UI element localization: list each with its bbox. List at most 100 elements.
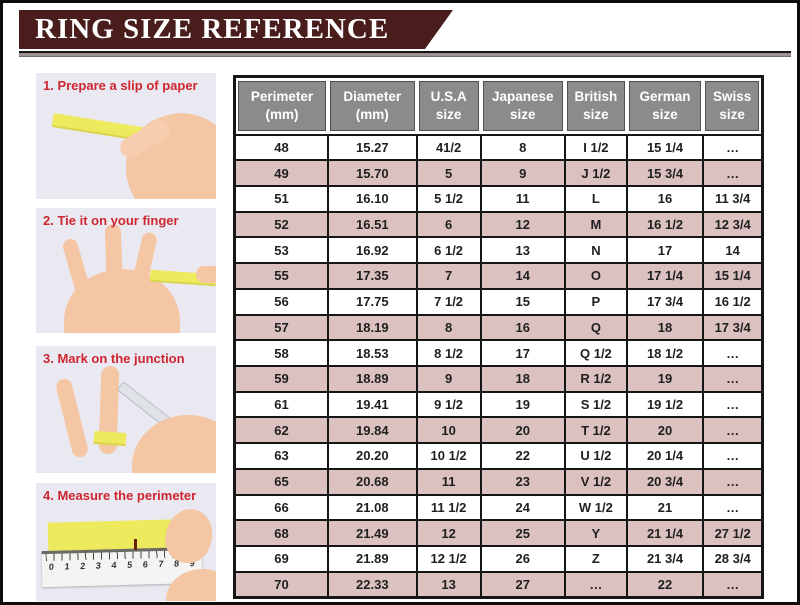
size-cell: L [564,184,628,213]
size-cell: U 1/2 [564,442,628,470]
size-cell: 14 [479,262,567,290]
table-row: 56 17.75 7 1/2 15 P 17 3/4 16 1/2 [233,287,764,316]
size-cell: 16.51 [326,210,418,239]
size-cell: 69 [233,545,329,573]
table-row: 52 16.51 6 12 M 16 1/2 12 3/4 [233,210,764,239]
size-cell: 14 [702,236,764,265]
size-cell: 15 1/4 [702,262,764,290]
size-cell: 18 1/2 [625,339,705,367]
size-cell: 5 [415,159,482,187]
size-cell: 24 [479,493,567,522]
size-cell: 19 1/2 [625,390,705,419]
size-cell: 23 [479,467,567,496]
size-cell: 15 3/4 [625,159,705,187]
table-row: 49 15.70 5 9 J 1/2 15 3/4… [233,159,764,187]
size-cell: 68 [233,519,329,547]
size-cell: V 1/2 [564,467,628,496]
size-cell: 25 [479,519,567,547]
size-cell: 53 [233,236,329,265]
step-3-photo: 3. Mark on the junction [36,346,216,473]
size-cell: N [564,236,628,265]
size-cell: 20.20 [326,442,418,470]
fingertip-icon [196,266,216,283]
size-cell: 55 [233,262,329,290]
table-row: 61 19.41 9 1/2 19 S 1/2 19 1/2… [233,390,764,419]
step-2-photo: 2. Tie it on your finger [36,208,216,333]
size-cell: 22.33 [326,570,418,599]
size-cell: 21.08 [326,493,418,522]
size-cell: 17.35 [326,262,418,290]
size-cell: 17 3/4 [625,287,705,316]
column-header: British size [565,76,627,136]
step-2-label: 2. Tie it on your finger [43,213,179,228]
size-cell: 13 [415,570,482,599]
size-cell: 10 [415,416,482,445]
size-cell: 8 [415,313,482,342]
size-cell: 6 1/2 [415,236,482,265]
table-row: 66 21.08 11 1/2 24 W 1/2 21… [233,493,764,522]
size-cell: 26 [479,545,567,573]
size-cell: 12 3/4 [702,210,764,239]
size-cell: 18 [625,313,705,342]
size-cell: 17.75 [326,287,418,316]
size-cell: 21.49 [326,519,418,547]
size-cell: … [702,416,764,445]
size-cell: … [702,364,764,393]
step-4-label: 4. Measure the perimeter [43,488,197,503]
size-cell: 20 [479,416,567,445]
size-cell: Y [564,519,628,547]
size-cell: 57 [233,313,329,342]
size-cell: … [702,493,764,522]
step-1-photo: 1. Prepare a slip of paper [36,73,216,199]
size-cell: Z [564,545,628,573]
size-cell: 17 [479,339,567,367]
size-cell: … [564,570,628,599]
size-cell: 16 1/2 [702,287,764,316]
size-cell: 12 [479,210,567,239]
size-cell: 28 3/4 [702,545,764,573]
title-banner: RING SIZE REFERENCE [19,10,453,49]
size-cell: 20 1/4 [625,442,705,470]
table-row: 68 21.49 12 25 Y 21 1/4 27 1/2 [233,519,764,547]
size-cell: J 1/2 [564,159,628,187]
size-cell: 9 [415,364,482,393]
size-cell: 48 [233,133,329,162]
table-row: 69 21.89 12 1/2 26 Z 21 3/4 28 3/4 [233,545,764,573]
size-cell: O [564,262,628,290]
size-cell: 15 [479,287,567,316]
size-cell: 21 1/4 [625,519,705,547]
instruction-steps: 1. Prepare a slip of paper 2. Tie it on … [36,73,216,601]
size-cell: … [702,442,764,470]
size-cell: 5 1/2 [415,184,482,213]
size-cell: R 1/2 [564,364,628,393]
size-cell: 16 [479,313,567,342]
size-cell: 52 [233,210,329,239]
size-cell: 20.68 [326,467,418,496]
size-cell: 61 [233,390,329,419]
size-cell: 17 1/4 [625,262,705,290]
size-cell: P [564,287,628,316]
column-header: Perimeter (mm) [234,76,328,136]
pen-mark-icon [134,539,137,550]
size-cell: 27 1/2 [702,519,764,547]
column-header: Japanese size [480,76,565,136]
size-cell: 19.84 [326,416,418,445]
size-table-body: 48 15.27 41/2 8 I 1/2 15 1/4… 49 15.70 5 9 J 1/2 15… [233,133,764,599]
size-cell: 18.53 [326,339,418,367]
size-cell: … [702,467,764,496]
size-cell: 8 1/2 [415,339,482,367]
size-cell: 13 [479,236,567,265]
size-cell: 11 [479,184,567,213]
size-cell: 19.41 [326,390,418,419]
size-cell: 15.70 [326,159,418,187]
banner-underline [19,51,791,57]
size-cell: 51 [233,184,329,213]
table-row: 62 19.84 10 20 T 1/2 20… [233,416,764,445]
size-cell: … [702,159,764,187]
size-cell: 8 [479,133,567,162]
size-cell: 7 1/2 [415,287,482,316]
size-cell: 59 [233,364,329,393]
size-cell: 9 [479,159,567,187]
size-cell: W 1/2 [564,493,628,522]
